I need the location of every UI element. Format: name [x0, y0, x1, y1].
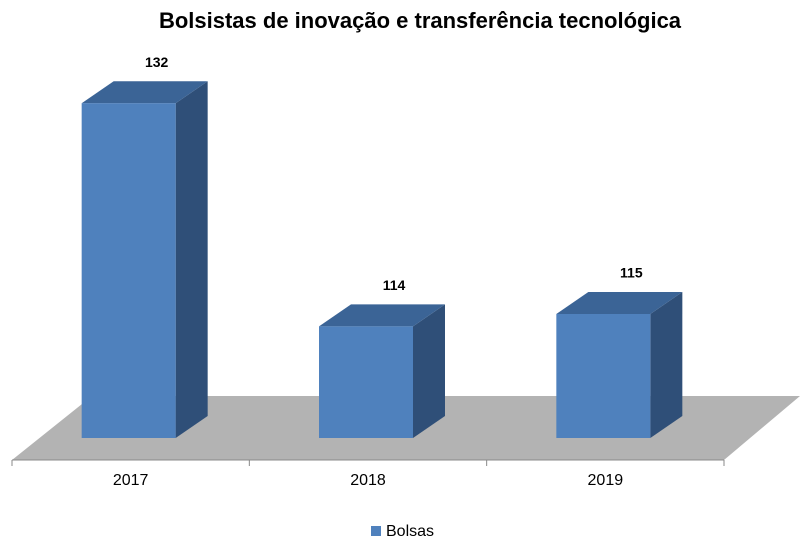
chart-title: Bolsistas de inovação e transferência te…: [159, 8, 682, 33]
x-tick-label: 2019: [588, 472, 624, 489]
bar: [556, 314, 651, 438]
bar-top: [319, 304, 445, 327]
legend-label: Bolsas: [386, 523, 434, 540]
bar-side: [175, 81, 208, 438]
data-label: 132: [145, 54, 169, 70]
bar: [81, 103, 176, 438]
data-label: 114: [383, 277, 406, 293]
bar-side: [650, 292, 683, 438]
data-label: 115: [620, 265, 643, 281]
x-tick-label: 2018: [350, 472, 386, 489]
bar-top: [81, 81, 208, 104]
bar-side: [413, 304, 445, 438]
bar-top: [556, 292, 683, 314]
bar: [319, 326, 413, 438]
x-tick-label: 2017: [113, 472, 149, 489]
legend-swatch: [371, 526, 381, 536]
